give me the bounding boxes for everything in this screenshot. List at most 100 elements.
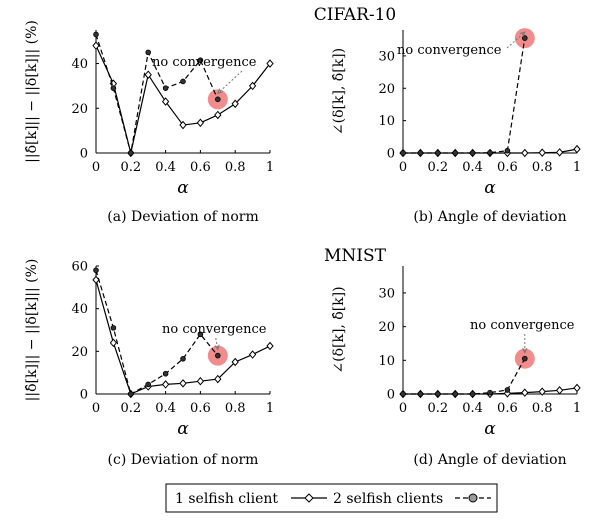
y-tick-label: 30: [378, 286, 395, 301]
x-tick-label: 0.8: [225, 401, 246, 416]
annotation-text: no convergence: [162, 322, 267, 337]
series-1-point: [573, 144, 581, 154]
x-tick-label: 1: [266, 160, 274, 175]
x-axis-label: α: [484, 178, 496, 198]
x-tick-label: 0.2: [427, 160, 448, 175]
x-tick-label: 0.8: [532, 160, 553, 175]
legend-label-2: 2 selfish clients: [333, 491, 443, 507]
series-2-line: [403, 358, 526, 395]
annotation-text: no convergence: [470, 318, 575, 333]
x-axis-label: α: [177, 178, 189, 198]
x-tick-label: 0.6: [497, 160, 518, 175]
x-tick-label: 0: [92, 160, 100, 175]
series-2-point: [400, 391, 406, 397]
y-axis-label: ||δ̂[k]|| − ||δ[k]|| (%): [24, 259, 40, 402]
x-tick-label: 0.6: [190, 401, 211, 416]
series-2-point: [487, 149, 493, 156]
series-1-point: [92, 41, 100, 50]
series-2-point: [504, 147, 511, 154]
y-tick-label: 60: [71, 260, 88, 275]
x-tick-label: 0: [399, 401, 407, 416]
y-tick-label: 20: [378, 82, 395, 97]
series-2-point: [128, 391, 134, 397]
series-2-point: [469, 391, 476, 397]
x-tick-label: 1: [573, 160, 581, 175]
x-tick-label: 0.2: [427, 401, 448, 416]
y-axis-label: ∠(δ[k], δ̂[k]): [331, 48, 347, 135]
series-2-point: [469, 150, 476, 156]
series-2-point: [417, 150, 424, 156]
annotation-arrowhead: [214, 344, 220, 351]
series-2-point: [110, 325, 117, 331]
series-2-point: [521, 35, 528, 41]
y-tick-label: 0: [387, 147, 395, 162]
series-1-point: [248, 81, 257, 91]
x-tick-label: 1: [573, 401, 581, 416]
legend-diamond-marker: [304, 493, 314, 503]
series-1-point: [214, 110, 222, 120]
series-1-point: [503, 389, 512, 398]
series-2-line: [403, 38, 526, 154]
y-tick-label: 0: [80, 147, 88, 162]
series-1-point: [144, 70, 152, 79]
annotation-arrowhead: [522, 347, 528, 354]
x-tick-label: 0: [399, 160, 407, 175]
y-tick-label: 0: [387, 388, 395, 403]
series-2-line: [95, 270, 219, 395]
series-2-point: [417, 391, 424, 397]
series-1-point: [231, 99, 239, 109]
x-tick-label: 1: [266, 401, 274, 416]
series-2-point: [215, 352, 221, 359]
x-tick-label: 0.2: [120, 401, 141, 416]
series-2-point: [145, 381, 152, 388]
annotation-text: no convergence: [152, 55, 257, 70]
series-1-point: [538, 148, 546, 157]
x-tick-label: 0.6: [497, 401, 518, 416]
series-1-point: [521, 148, 529, 158]
y-tick-label: 20: [378, 320, 395, 335]
annotation-arrowhead: [216, 88, 223, 95]
x-tick-label: 0.2: [120, 160, 141, 175]
series-2-point: [128, 150, 134, 156]
x-tick-label: 0.8: [225, 160, 246, 175]
annotation-text: no convergence: [397, 43, 502, 58]
series-2-point: [93, 267, 99, 274]
series-2-point: [400, 150, 406, 156]
x-tick-label: 0.4: [462, 160, 483, 175]
legend-box: [165, 483, 498, 513]
series-1-point: [231, 357, 239, 367]
section-title-mnist: MNIST: [324, 246, 387, 266]
series-1-point: [179, 379, 187, 388]
x-axis-label: α: [484, 419, 496, 439]
x-tick-label: 0.8: [532, 401, 553, 416]
y-tick-label: 10: [378, 354, 395, 369]
x-tick-label: 0.4: [155, 401, 176, 416]
legend-label-1: 1 selfish client: [175, 491, 278, 507]
series-1-point: [266, 341, 274, 351]
series-1-point: [573, 383, 581, 393]
y-tick-label: 20: [71, 102, 88, 117]
series-2-point: [434, 150, 441, 156]
panel-caption: (b) Angle of deviation: [413, 209, 566, 225]
series-1-point: [161, 380, 170, 389]
x-tick-label: 0: [92, 401, 100, 416]
annotation-arrowhead: [519, 31, 526, 37]
series-2-point: [452, 150, 459, 156]
series-1-point: [555, 148, 564, 157]
series-1-point: [161, 97, 170, 106]
series-1-point: [196, 376, 205, 386]
series-2-point: [504, 387, 511, 393]
y-tick-label: 0: [80, 388, 88, 403]
panel-caption: (d) Angle of deviation: [413, 452, 566, 468]
y-tick-label: 40: [71, 57, 88, 72]
x-axis-label: α: [177, 419, 189, 439]
series-1-point: [555, 386, 564, 395]
legend: 1 selfish client 2 selfish clients: [165, 483, 498, 513]
series-2-point: [180, 78, 186, 85]
annotation-arrow: [215, 337, 219, 350]
x-tick-label: 0.4: [155, 160, 176, 175]
panel-caption: (c) Deviation of norm: [108, 452, 259, 468]
series-2-point: [180, 355, 186, 362]
series-1-point: [109, 338, 118, 348]
